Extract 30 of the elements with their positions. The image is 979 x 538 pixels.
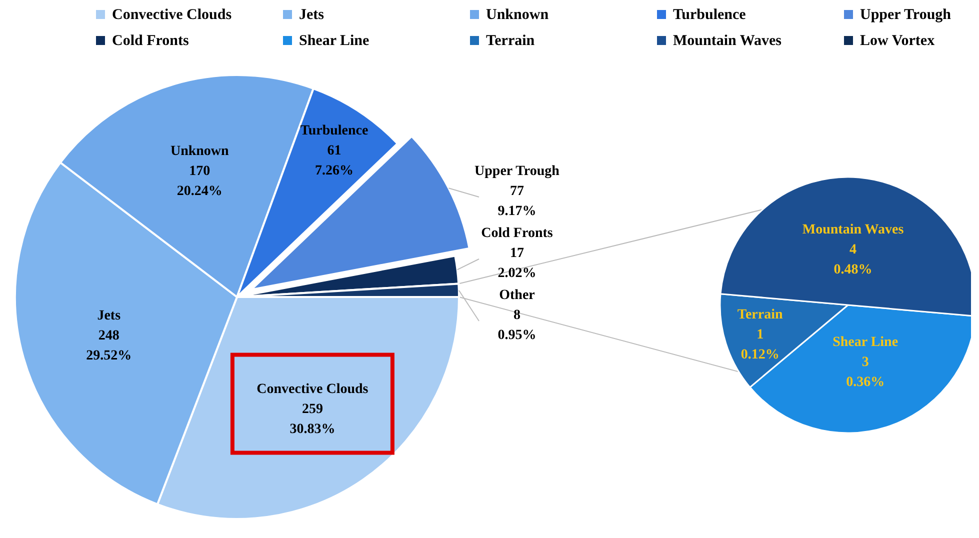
slice-label: Unknown — [170, 144, 230, 160]
legend-label: Cold Fronts — [112, 33, 189, 49]
data-label: 170 20.24% — [176, 164, 222, 200]
slice-label: Mountain Waves — [802, 222, 904, 238]
legend-label: Mountain Waves — [673, 33, 782, 49]
legend-label: Unknown — [486, 7, 550, 23]
data-label: 248 29.52% — [86, 328, 132, 364]
data-label: 8 0.95% — [498, 308, 536, 343]
data-label: 17 2.02% — [498, 246, 536, 281]
legend-label: Convective Clouds — [112, 7, 232, 23]
slice-label: Cold Fronts — [481, 226, 554, 241]
slice-label: Convective Clouds — [256, 382, 369, 397]
slice-label: Turbulence — [300, 123, 368, 138]
legend-label: Terrain — [486, 33, 536, 49]
data-label: 61 7.26% — [315, 143, 354, 178]
data-label: 3 0.36% — [846, 354, 885, 390]
data-label: 259 30.83% — [290, 402, 336, 437]
slice-label: Jets — [97, 308, 122, 324]
data-label: 1 0.12% — [740, 328, 780, 363]
data-label: 77 9.17% — [498, 184, 536, 219]
slice-label: Upper Trough — [474, 164, 560, 179]
legend-label: Upper Trough — [860, 7, 952, 23]
legend-label: Turbulence — [673, 7, 746, 23]
legend-label: Shear Line — [299, 33, 370, 49]
slice-label: Shear Line — [832, 334, 898, 350]
slice-label: Other — [499, 288, 535, 303]
slice-label: Terrain — [737, 308, 783, 323]
category-label: Low Vortex — [860, 33, 935, 49]
data-label: 4 0.48% — [834, 242, 872, 278]
legend-label: Jets — [299, 7, 324, 23]
